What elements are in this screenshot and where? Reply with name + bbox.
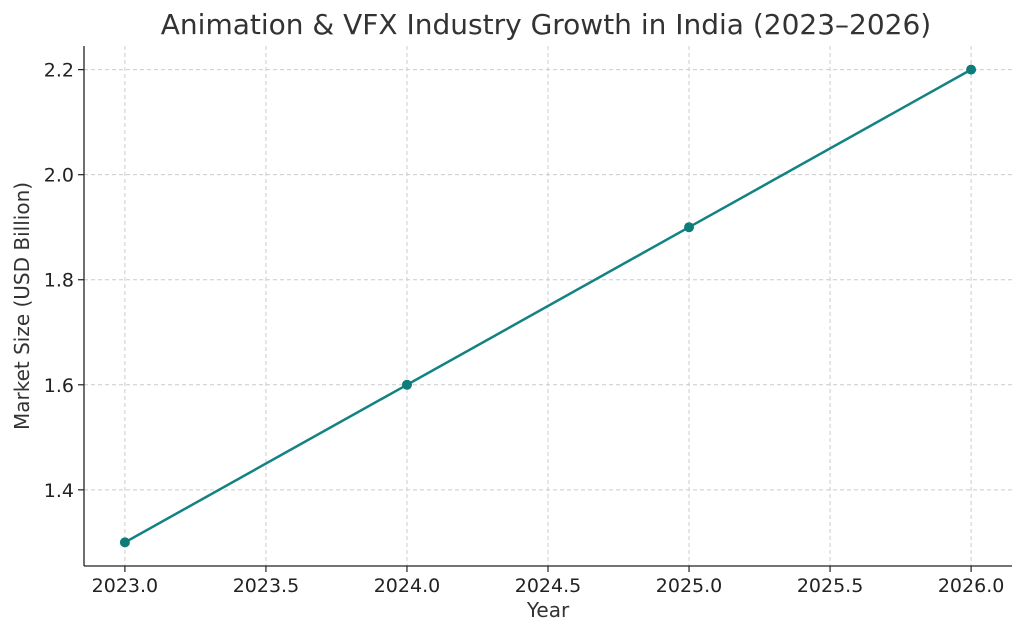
- chart-title: Animation & VFX Industry Growth in India…: [161, 8, 931, 41]
- data-point: [684, 222, 695, 233]
- x-tick-label: 2023.0: [92, 575, 158, 597]
- x-tick-label: 2025.0: [656, 575, 722, 597]
- y-axis-label: Market Size (USD Billion): [10, 182, 34, 430]
- y-tick-label: 1.8: [44, 270, 74, 292]
- x-tick-label: 2024.5: [515, 575, 581, 597]
- series: [119, 64, 977, 548]
- data-point: [966, 64, 977, 75]
- data-point: [119, 537, 130, 548]
- series-line: [124, 68, 972, 544]
- y-tick-label: 1.4: [44, 480, 74, 502]
- x-tick-label: 2024.0: [374, 575, 440, 597]
- x-tick-label: 2023.5: [233, 575, 299, 597]
- y-tick-label: 2.0: [44, 165, 74, 187]
- ticks: 2023.0 2023.5 2024.0 2024.5 2025.0 2025.5 2026…: [44, 60, 1005, 597]
- y-tick-label: 2.2: [44, 60, 74, 82]
- x-tick-label: 2025.5: [797, 575, 863, 597]
- x-axis-label: Year: [526, 598, 570, 622]
- y-tick-label: 1.6: [44, 375, 74, 397]
- grid: [84, 46, 1012, 566]
- data-point: [401, 379, 412, 390]
- x-tick-label: 2026.0: [938, 575, 1004, 597]
